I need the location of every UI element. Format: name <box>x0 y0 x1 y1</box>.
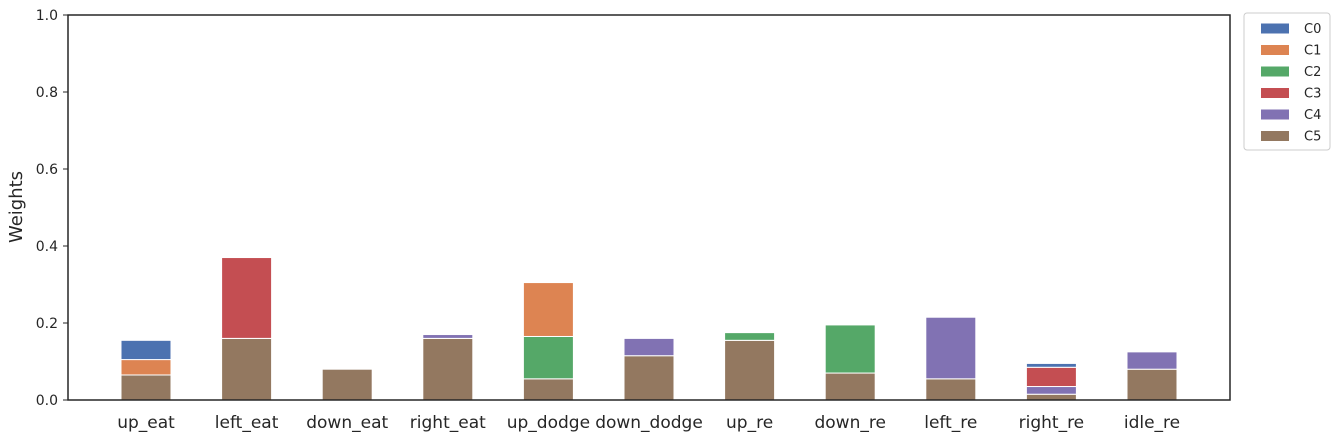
legend-swatch-c2 <box>1261 66 1289 77</box>
x-category-label: right_re <box>1019 413 1085 433</box>
bar-segment-c5-down-dodge <box>623 355 675 401</box>
x-category-label: left_re <box>924 413 977 433</box>
bar-segment-c5-up-eat <box>120 374 172 401</box>
x-category-label: down_dodge <box>595 413 703 433</box>
x-axis: up_eat left_eat down_eat right_eat up_dodge d… <box>117 413 1180 433</box>
legend-label-c4: C4 <box>1304 108 1321 123</box>
bars-layer <box>120 257 1178 401</box>
legend: C0 C1 C2 C3 C4 C5 <box>1243 12 1331 151</box>
bar-segment-c3-left-eat <box>221 257 273 339</box>
bar-segment-c5-left-re <box>925 378 977 401</box>
bar-segment-c3-right-re <box>1025 366 1077 388</box>
y-tick-label: 0.8 <box>36 85 58 101</box>
legend-swatch-c3 <box>1261 88 1289 98</box>
bar-segment-c4-right-eat <box>422 334 474 339</box>
bar-segment-c2-up-re <box>724 332 776 341</box>
plot-frame <box>67 14 1231 401</box>
x-category-label: up_eat <box>117 413 175 433</box>
legend-label-c2: C2 <box>1304 65 1321 80</box>
y-tick-label: 0.0 <box>36 393 58 409</box>
bar-segment-c5-idle-re <box>1126 368 1178 401</box>
bar-segment-c5-down-re <box>824 372 876 401</box>
bar-segment-c4-right-re <box>1025 386 1077 395</box>
bar-segment-c5-left-eat <box>221 337 273 401</box>
bar-segment-c4-down-dodge <box>623 337 675 357</box>
bar-segment-c2-up-dodge <box>522 335 574 380</box>
x-category-label: up_dodge <box>507 413 590 433</box>
bar-segment-c5-right-re <box>1025 393 1077 401</box>
y-tick-label: 1.0 <box>36 8 58 24</box>
bar-segment-c5-down-eat <box>321 368 373 401</box>
legend-swatch-c5 <box>1261 131 1289 141</box>
legend-label-c5: C5 <box>1304 130 1321 145</box>
legend-swatch-c0 <box>1261 23 1289 34</box>
legend-label-c3: C3 <box>1304 87 1321 102</box>
y-tick-label: 0.2 <box>36 316 58 332</box>
x-category-label: left_eat <box>215 413 279 433</box>
y-axis-label: Weights <box>6 171 27 243</box>
y-tick-label: 0.4 <box>36 239 58 255</box>
bar-segment-c0-right-re <box>1025 362 1077 368</box>
legend-swatch-c4 <box>1261 109 1289 120</box>
x-category-label: down_eat <box>306 413 388 433</box>
x-category-label: idle_re <box>1124 413 1180 433</box>
bar-segment-c2-down-re <box>824 324 876 374</box>
bar-segment-c1-up-eat <box>120 359 172 376</box>
y-axis: 0.0 0.2 0.4 0.6 0.8 1.0 <box>36 8 68 409</box>
bar-segment-c5-up-dodge <box>522 378 574 401</box>
legend-label-c0: C0 <box>1304 22 1321 37</box>
x-category-label: up_re <box>726 413 773 433</box>
legend-swatch-c1 <box>1261 45 1289 55</box>
y-tick-label: 0.6 <box>36 162 58 178</box>
x-category-label: right_eat <box>410 413 486 433</box>
bar-segment-c5-up-re <box>724 339 776 401</box>
bar-segment-c0-up-eat <box>120 339 172 361</box>
x-category-label: down_re <box>814 413 885 433</box>
bar-segment-c4-idle-re <box>1126 351 1178 370</box>
bar-segment-c4-left-re <box>925 316 977 380</box>
bar-segment-c1-up-dodge <box>522 282 574 337</box>
legend-label-c1: C1 <box>1304 44 1321 59</box>
bar-segment-c5-right-eat <box>422 337 474 401</box>
